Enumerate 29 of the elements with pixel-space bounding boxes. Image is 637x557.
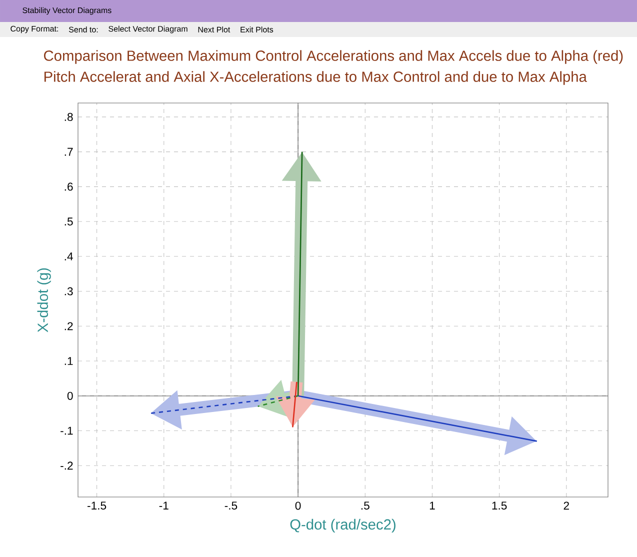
y-tick-label: .1 bbox=[64, 357, 73, 365]
y-tick-label: .5 bbox=[64, 218, 73, 226]
y-tick-label: .7 bbox=[64, 148, 73, 156]
y-tick-label: -.2 bbox=[60, 462, 73, 470]
x-tick-label: 2 bbox=[564, 502, 569, 510]
x-tick-label: 0 bbox=[295, 502, 301, 510]
y-tick-label: .3 bbox=[64, 287, 73, 296]
y-tick-label: -.1 bbox=[60, 426, 73, 435]
text: Copy Format: bbox=[10, 26, 58, 34]
chart-title: Comparison Between Maximum Control Accelerations and Max Accels due to Alpha (red) bbox=[44, 50, 623, 64]
text: Next Plot bbox=[198, 26, 230, 32]
x-tick-label: -1.5 bbox=[88, 502, 106, 510]
x-tick-label: -.5 bbox=[224, 502, 238, 510]
text: Select Vector Diagram bbox=[108, 26, 188, 34]
x-tick-label: 1 bbox=[430, 502, 435, 510]
x-tick-label: 1.5 bbox=[492, 502, 507, 510]
chart-subtitle: Pitch Accelerat and Axial X-Accelerations due to Max Control and due to Max Alpha bbox=[44, 71, 587, 85]
y-tick-label: .8 bbox=[64, 112, 73, 121]
x-tick-label: .5 bbox=[361, 502, 370, 510]
y-tick-label: .6 bbox=[64, 182, 73, 191]
text: Send to: bbox=[68, 26, 98, 32]
y-axis-title: X-ddot (g) bbox=[37, 268, 51, 332]
y-tick-label: 0 bbox=[67, 392, 73, 400]
text: Stability Vector Diagrams bbox=[22, 7, 112, 15]
x-axis-title: Q-dot (rad/sec2) bbox=[290, 518, 396, 533]
x-tick-label: -1 bbox=[159, 502, 168, 510]
y-tick-label: .4 bbox=[64, 252, 73, 260]
y-tick-label: .2 bbox=[64, 322, 73, 330]
text: Exit Plots bbox=[240, 26, 274, 32]
